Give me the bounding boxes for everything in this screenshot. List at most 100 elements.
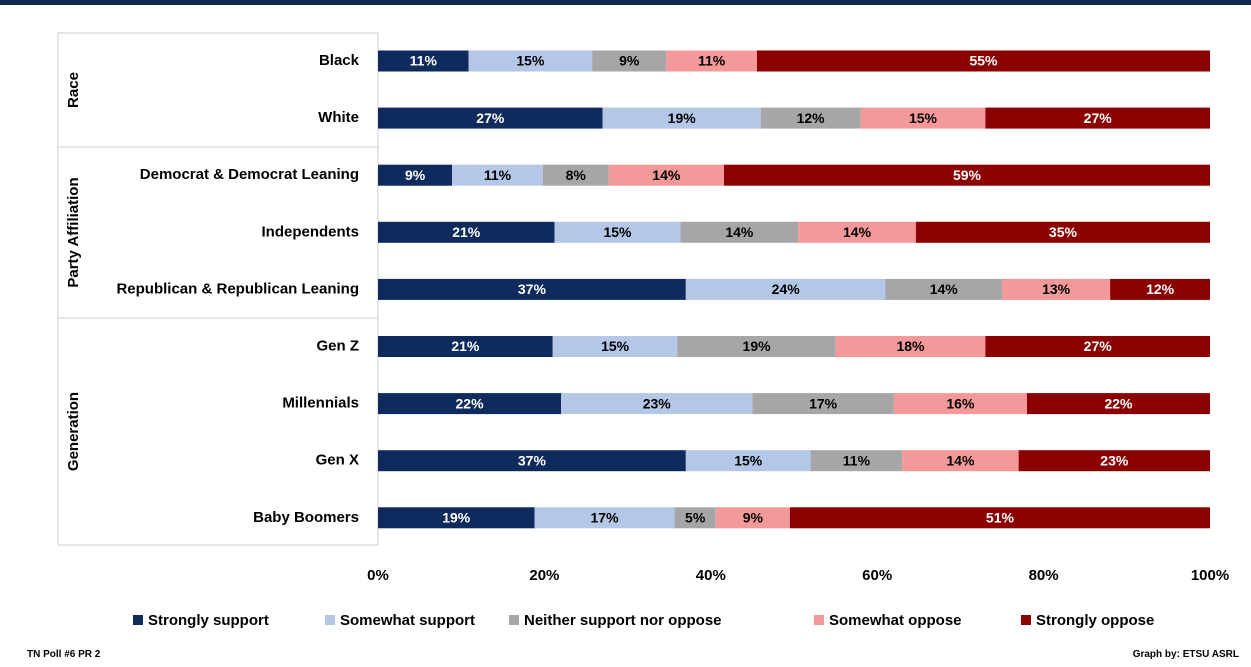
data-label-gen-x-s2: 11%	[843, 452, 871, 468]
data-label-baby-boomers-s3: 9%	[743, 510, 764, 526]
bar-segment-white-s3	[860, 107, 986, 129]
data-label-independents-s0: 21%	[452, 224, 481, 240]
data-label-black-s2: 9%	[619, 53, 640, 69]
bar-segment-millennials-s2	[752, 393, 894, 415]
legend-label-s0: Strongly support	[148, 612, 269, 629]
bar-segment-gen-x-s4	[1018, 450, 1210, 472]
data-label-independents-s1: 15%	[603, 224, 632, 240]
bar-segment-gen-z-s3	[835, 336, 986, 357]
data-label-black-s1: 15%	[516, 53, 545, 69]
data-label-democrat-democrat-leaning-s2: 8%	[566, 167, 587, 183]
bar-segment-gen-z-s1	[552, 336, 678, 357]
bar-segment-white-s1	[602, 107, 761, 129]
category-label-republican-republican-leaning: Republican & Republican Leaning	[116, 280, 359, 297]
bar-segment-white-s2	[760, 107, 861, 129]
data-label-millennials-s1: 23%	[643, 395, 672, 411]
data-label-republican-republican-leaning-s3: 13%	[1042, 281, 1071, 297]
bar-segment-democrat-democrat-leaning-s1	[452, 164, 543, 186]
data-label-independents-s3: 14%	[843, 224, 872, 240]
bar-segment-independents-s1	[554, 221, 681, 243]
data-label-gen-z-s3: 18%	[896, 338, 925, 354]
bar-segment-republican-republican-leaning-s2	[885, 278, 1002, 300]
data-label-democrat-democrat-leaning-s1: 11%	[484, 167, 512, 183]
bar-segment-baby-boomers-s2	[674, 507, 716, 529]
category-label-black: Black	[319, 52, 360, 69]
group-label-party-affiliation: Party Affiliation	[65, 177, 82, 287]
bar-segment-independents-s3	[798, 221, 916, 243]
bar-segment-millennials-s3	[893, 393, 1027, 415]
data-label-black-s4: 55%	[969, 53, 998, 69]
data-label-gen-x-s0: 37%	[518, 452, 547, 468]
data-label-white-s0: 27%	[476, 110, 505, 126]
data-label-gen-z-s1: 15%	[601, 338, 630, 354]
data-label-white-s3: 15%	[909, 110, 938, 126]
data-label-democrat-democrat-leaning-s4: 59%	[953, 167, 982, 183]
group-label-generation: Generation	[65, 392, 82, 471]
top-accent-bar	[0, 0, 1251, 5]
data-label-millennials-s4: 22%	[1104, 395, 1133, 411]
data-label-white-s1: 19%	[668, 110, 697, 126]
bar-segment-democrat-democrat-leaning-s3	[608, 164, 724, 186]
data-label-republican-republican-leaning-s1: 24%	[772, 281, 801, 297]
bar-segment-gen-z-s4	[985, 336, 1210, 357]
bar-segment-democrat-democrat-leaning-s4	[723, 164, 1210, 186]
bar-segment-republican-republican-leaning-s4	[1110, 278, 1210, 300]
data-label-independents-s4: 35%	[1049, 224, 1078, 240]
legend-label-s2: Neither support nor oppose	[524, 612, 722, 629]
bar-segment-millennials-s1	[561, 393, 753, 415]
bar-segment-black-s1	[468, 50, 593, 72]
bar-segment-baby-boomers-s1	[534, 507, 675, 529]
data-label-gen-z-s2: 19%	[743, 338, 772, 354]
category-label-democrat-democrat-leaning: Democrat & Democrat Leaning	[140, 166, 359, 183]
bar-segment-gen-x-s1	[685, 450, 811, 472]
bar-segment-black-s4	[756, 50, 1210, 72]
legend-swatch-s1	[325, 615, 335, 625]
bar-segment-gen-x-s0	[378, 450, 686, 472]
bar-segment-democrat-democrat-leaning-s0	[378, 164, 453, 186]
legend-label-s3: Somewhat oppose	[829, 612, 962, 629]
bar-segment-black-s0	[378, 50, 469, 72]
legend-label-s4: Strongly oppose	[1036, 612, 1154, 629]
x-tick-label-2: 40%	[696, 567, 726, 584]
bar-segment-independents-s0	[378, 221, 555, 243]
data-label-independents-s2: 14%	[725, 224, 754, 240]
data-label-gen-z-s0: 21%	[451, 338, 480, 354]
x-tick-label-1: 20%	[529, 567, 559, 584]
data-label-republican-republican-leaning-s0: 37%	[518, 281, 547, 297]
data-label-black-s3: 11%	[698, 53, 726, 69]
bar-segment-baby-boomers-s3	[715, 507, 790, 529]
data-label-democrat-democrat-leaning-s0: 9%	[405, 167, 426, 183]
legend-swatch-s2	[509, 615, 519, 625]
bar-segment-gen-x-s2	[810, 450, 903, 472]
bar-segment-black-s2	[592, 50, 667, 72]
x-tick-label-3: 60%	[862, 567, 892, 584]
data-label-black-s0: 11%	[410, 53, 438, 69]
legend-label-s1: Somewhat support	[340, 612, 475, 629]
legend-swatch-s0	[133, 615, 143, 625]
category-label-gen-x: Gen X	[316, 452, 359, 469]
category-label-baby-boomers: Baby Boomers	[253, 509, 359, 526]
stacked-bar-chart: Race Party Affiliation Generation Black 11% 1…	[57, 32, 1229, 629]
data-label-gen-x-s1: 15%	[734, 452, 763, 468]
data-label-gen-z-s4: 27%	[1084, 338, 1113, 354]
bar-segment-millennials-s4	[1026, 393, 1210, 415]
category-label-millennials: Millennials	[282, 395, 359, 412]
bar-segment-independents-s4	[915, 221, 1210, 243]
bar-segment-gen-z-s0	[378, 336, 553, 357]
bar-segment-baby-boomers-s4	[789, 507, 1210, 529]
data-label-millennials-s3: 16%	[946, 395, 975, 411]
data-label-baby-boomers-s4: 51%	[986, 510, 1015, 526]
x-tick-label-4: 80%	[1029, 567, 1059, 584]
data-label-gen-x-s3: 14%	[946, 452, 975, 468]
data-label-white-s2: 12%	[797, 110, 826, 126]
bar-segment-white-s4	[985, 107, 1210, 129]
data-label-democrat-democrat-leaning-s3: 14%	[652, 167, 681, 183]
legend-swatch-s4	[1021, 615, 1031, 625]
footer-poll-id: TN Poll #6 PR 2	[27, 649, 101, 660]
data-label-baby-boomers-s2: 5%	[685, 510, 706, 526]
bar-segment-democrat-democrat-leaning-s2	[542, 164, 609, 186]
data-label-millennials-s0: 22%	[456, 395, 485, 411]
category-label-gen-z: Gen Z	[316, 337, 359, 354]
footer-credit: Graph by: ETSU ASRL	[1132, 649, 1239, 660]
group-label-race: Race	[65, 72, 82, 108]
